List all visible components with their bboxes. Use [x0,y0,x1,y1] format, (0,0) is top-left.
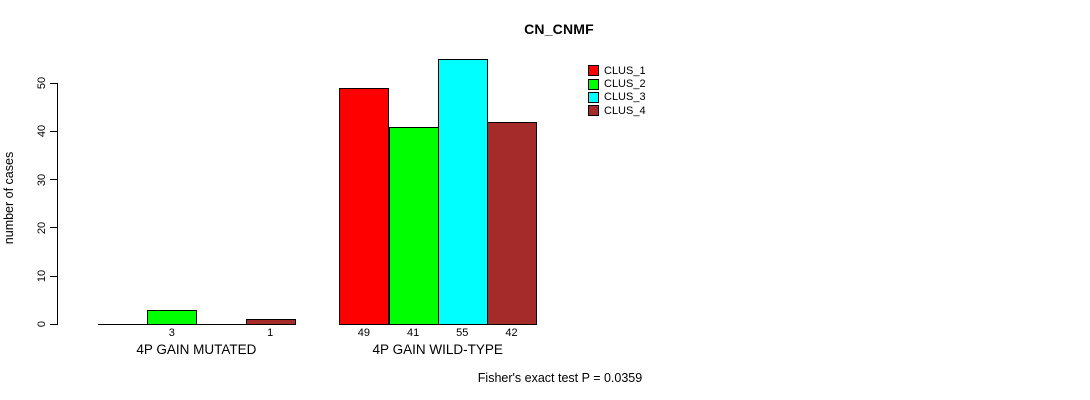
legend: CLUS_1 CLUS_2 CLUS_3 CLUS_4 [588,64,708,124]
bar-value-label: 41 [406,327,420,339]
bar-value-label: 49 [357,327,371,339]
y-axis-tick-label: 0 [36,321,48,328]
bar-value-label: 55 [456,327,469,339]
legend-swatch-clus_2 [588,78,599,90]
y-axis-tick-label: 10 [36,269,48,283]
y-axis-line [57,83,58,326]
legend-label-clus_4: CLUS_4 [604,104,646,117]
bar-value-label: 42 [505,327,518,339]
y-axis-tick [50,130,57,132]
category-label-4p-gain-wild-type: 4P GAIN WILD-TYPE [372,342,503,357]
bar-clus_4-4p-gain-wild-type [486,121,538,326]
legend-item-clus_2: CLUS_2 [588,77,646,90]
y-axis-tick-label: 40 [36,125,48,138]
category-label-4p-gain-mutated: 4P GAIN MUTATED [136,342,257,357]
y-axis-tick-label: 50 [36,77,48,90]
bar-clus_2-4p-gain-mutated [147,309,198,326]
bar-clus_4-4p-gain-mutated [245,319,296,326]
y-axis-tick-label: 20 [36,221,48,234]
legend-item-clus_3: CLUS_3 [588,91,646,104]
y-axis-tick [50,227,57,229]
bar-clus_2-4p-gain-wild-type [388,126,439,326]
legend-item-clus_4: CLUS_4 [588,104,646,117]
y-axis-tick [50,275,57,277]
footnote: Fisher's exact test P = 0.0359 [477,371,643,385]
bar-value-label: 3 [168,327,175,339]
bar-value-label: 1 [267,327,274,339]
bar-clus_3-4p-gain-wild-type [437,59,488,326]
legend-label-clus_1: CLUS_1 [604,64,646,77]
y-axis-tick [50,323,57,325]
legend-swatch-clus_4 [588,105,599,117]
legend-label-clus_3: CLUS_3 [604,91,646,104]
legend-swatch-clus_1 [588,65,599,77]
legend-swatch-clus_3 [588,91,599,103]
bar-clus_1-4p-gain-wild-type [339,88,390,326]
y-axis-tick [50,82,57,84]
y-axis-tick [50,179,57,181]
legend-label-clus_2: CLUS_2 [604,78,646,91]
y-axis-tick-label: 30 [36,173,48,186]
chart-title: CN_CNMF [524,21,594,37]
legend-item-clus_1: CLUS_1 [588,64,646,77]
